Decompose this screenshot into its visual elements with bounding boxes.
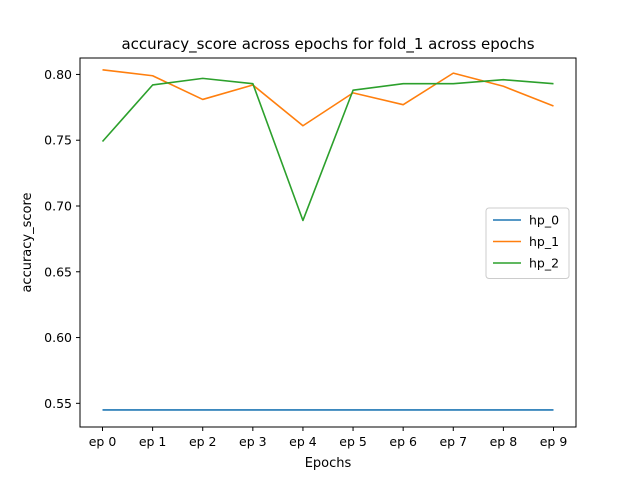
legend-label: hp_2 xyxy=(529,256,559,271)
y-tick-label: 0.65 xyxy=(44,264,72,279)
y-axis-label: accuracy_score xyxy=(20,192,35,292)
x-tick-label: ep 2 xyxy=(189,434,217,449)
plot-frame xyxy=(79,57,577,428)
x-axis-label: Epochs xyxy=(305,456,352,471)
y-tick-label: 0.75 xyxy=(44,133,72,148)
x-tick-label: ep 9 xyxy=(540,434,568,449)
series-line-hp-2 xyxy=(101,77,554,222)
legend-box xyxy=(485,207,570,279)
x-tick-label: ep 7 xyxy=(439,434,467,449)
x-tick-label: ep 4 xyxy=(289,434,317,449)
legend: hp_0 hp_1 hp_2 xyxy=(485,207,570,279)
chart-title: accuracy_score across epochs for fold_1 … xyxy=(121,35,534,54)
x-tick-label: ep 5 xyxy=(339,434,367,449)
x-tick-label: ep 0 xyxy=(89,434,117,449)
y-tick-label: 0.80 xyxy=(44,67,72,82)
y-tick-label: 0.55 xyxy=(44,396,72,411)
legend-label: hp_1 xyxy=(529,234,559,249)
y-tick-label: 0.60 xyxy=(44,330,72,345)
x-tick-label: ep 6 xyxy=(389,434,417,449)
x-tick-label: ep 1 xyxy=(139,434,167,449)
x-tick-label: ep 8 xyxy=(490,434,518,449)
series-line-hp-1 xyxy=(102,69,554,127)
x-tick-label: ep 3 xyxy=(239,434,267,449)
plot-area xyxy=(101,69,554,411)
legend-label: hp_0 xyxy=(529,213,559,228)
y-tick-label: 0.70 xyxy=(44,198,72,213)
